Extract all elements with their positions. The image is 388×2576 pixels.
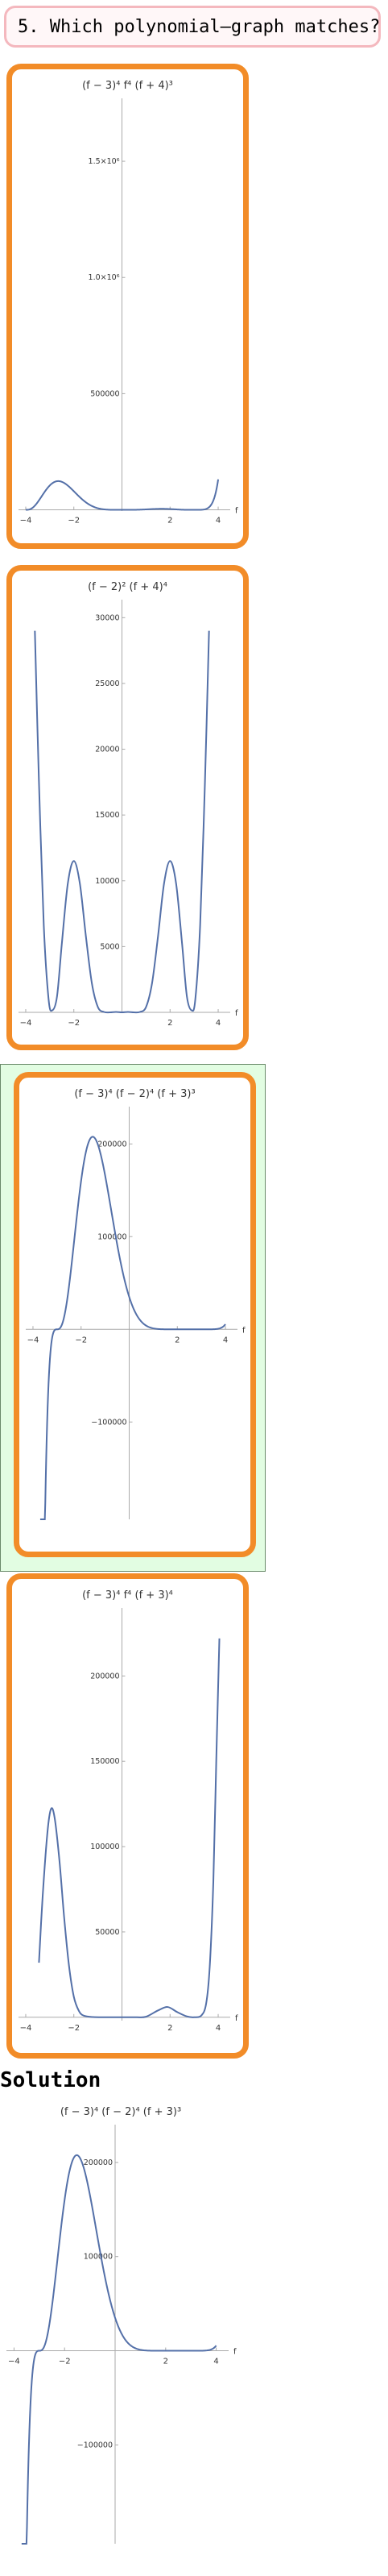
x-tick-label: 4 <box>216 1019 221 1028</box>
x-tick-label: 2 <box>167 2024 172 2033</box>
x-axis-label: f <box>235 1009 238 1018</box>
x-axis-label: f <box>235 507 238 516</box>
chart-title: (f − 2)² (f + 4)⁴ <box>88 581 167 593</box>
x-tick-label: −2 <box>59 2358 71 2366</box>
x-tick-label: 2 <box>167 517 172 526</box>
option-1-chart: (f − 3)⁴ f⁴ (f + 4)³ f −4 −2 2 4 500000 1.0×10⁶… <box>19 80 238 526</box>
chart-title: (f − 3)⁴ (f − 2)⁴ (f + 3)³ <box>74 1088 195 1100</box>
series-line <box>21 2154 217 2545</box>
series-line <box>38 1638 221 2018</box>
x-tick-label: 4 <box>216 2024 221 2033</box>
x-tick-label: 4 <box>216 517 221 526</box>
x-tick-label: 4 <box>213 2358 218 2366</box>
solution-chart-container: (f − 3)⁴ (f − 2)⁴ (f + 3)³ f −4 −2 2 4 −100000… <box>0 2096 241 2576</box>
y-tick-label: 200000 <box>90 1672 119 1681</box>
y-tick-label: 50000 <box>95 1928 119 1937</box>
x-tick-label: −4 <box>20 2024 32 2033</box>
option-card-4[interactable]: (f − 3)⁴ f⁴ (f + 3)⁴ f −4 −2 2 4 50000 100000 15… <box>6 1573 249 2059</box>
option-card-3[interactable]: (f − 3)⁴ (f − 2)⁴ (f + 3)³ f −4 −2 2 4 −100000… <box>14 1072 256 1557</box>
y-tick-label: −100000 <box>91 1418 126 1427</box>
option-3-chart: (f − 3)⁴ (f − 2)⁴ (f + 3)³ f −4 −2 2 4 −100000… <box>26 1088 246 1520</box>
y-tick-label: 15000 <box>95 811 119 820</box>
y-tick-label: 25000 <box>95 679 119 688</box>
y-tick-label: −100000 <box>77 2441 113 2449</box>
y-tick-label: 500000 <box>90 389 119 398</box>
option-2-chart: (f − 2)² (f + 4)⁴ f −4 −2 2 4 5000 10000 15000 20… <box>19 581 238 1028</box>
x-tick-label: 2 <box>167 1019 172 1028</box>
x-tick-label: 2 <box>163 2358 168 2366</box>
y-tick-label: 1.5×10⁶ <box>89 157 120 166</box>
x-tick-label: −4 <box>27 1336 39 1344</box>
y-tick-label: 100000 <box>97 1232 126 1241</box>
y-tick-label: 30000 <box>95 613 119 622</box>
y-tick-label: 100000 <box>90 1843 119 1851</box>
x-tick-label: −2 <box>68 1019 80 1028</box>
option-card-2[interactable]: (f − 2)² (f + 4)⁴ f −4 −2 2 4 5000 10000 15000 20… <box>6 565 249 1050</box>
chart-title: (f − 3)⁴ (f − 2)⁴ (f + 3)³ <box>60 2106 181 2118</box>
x-tick-label: −2 <box>75 1336 87 1344</box>
x-tick-label: −2 <box>68 517 80 526</box>
y-tick-label: 200000 <box>84 2158 113 2167</box>
series-line <box>39 1136 226 1520</box>
y-tick-label: 10000 <box>95 877 119 886</box>
x-axis-label: f <box>242 1326 246 1335</box>
chart-title: (f − 3)⁴ f⁴ (f + 4)³ <box>82 80 173 92</box>
y-tick-label: 150000 <box>90 1757 119 1766</box>
x-tick-label: −4 <box>20 1019 32 1028</box>
y-tick-label: 20000 <box>95 746 119 754</box>
option-4-chart: (f − 3)⁴ f⁴ (f + 3)⁴ f −4 −2 2 4 50000 100000 15… <box>19 1589 238 2033</box>
x-tick-label: 2 <box>175 1336 180 1344</box>
y-tick-label: 5000 <box>100 942 119 951</box>
y-tick-label: 1.0×10⁶ <box>89 273 120 282</box>
x-tick-label: 4 <box>223 1336 228 1344</box>
series-line <box>34 630 210 1014</box>
y-tick-label: 100000 <box>84 2253 113 2262</box>
x-tick-label: −2 <box>68 2024 80 2033</box>
series-line <box>25 479 220 511</box>
x-tick-label: −4 <box>8 2358 20 2366</box>
solution-heading: Solution <box>0 2068 101 2092</box>
question-title: 5. Which polynomial–graph matches? <box>4 6 381 48</box>
x-axis-label: f <box>235 2014 238 2023</box>
x-tick-label: −4 <box>20 517 32 526</box>
x-axis-label: f <box>233 2348 237 2357</box>
chart-title: (f − 3)⁴ f⁴ (f + 3)⁴ <box>82 1589 173 1602</box>
solution-chart: (f − 3)⁴ (f − 2)⁴ (f + 3)³ f −4 −2 2 4 −100000… <box>6 2106 237 2545</box>
option-card-1[interactable]: (f − 3)⁴ f⁴ (f + 4)³ f −4 −2 2 4 500000 1.0×10⁶… <box>6 64 249 549</box>
y-tick-label: 200000 <box>97 1140 126 1149</box>
